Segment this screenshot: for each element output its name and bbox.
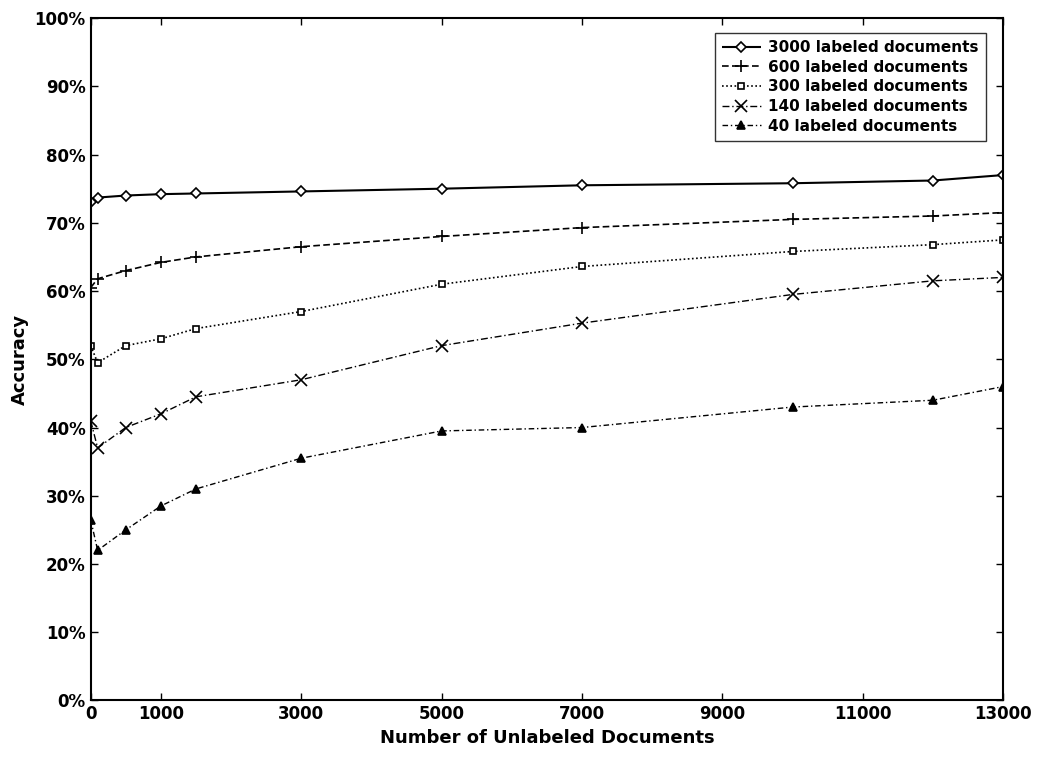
3000 labeled documents: [120, 191, 132, 200]
3000 labeled documents: [997, 171, 1010, 180]
Line: 40 labeled documents: 40 labeled documents: [87, 383, 1008, 555]
600 labeled documents: [786, 215, 799, 224]
3000 labeled documents: [435, 184, 447, 193]
140 labeled documents: [997, 273, 1010, 282]
300 labeled documents: [84, 341, 97, 350]
300 labeled documents: [190, 324, 202, 333]
600 labeled documents: [154, 258, 167, 267]
X-axis label: Number of Unlabeled Documents: Number of Unlabeled Documents: [380, 729, 714, 747]
40 labeled documents: [120, 525, 132, 534]
600 labeled documents: [576, 223, 588, 232]
3000 labeled documents: [926, 176, 939, 185]
40 labeled documents: [154, 502, 167, 511]
140 labeled documents: [295, 375, 308, 384]
3000 labeled documents: [154, 190, 167, 199]
3000 labeled documents: [786, 179, 799, 188]
3000 labeled documents: [295, 187, 308, 196]
300 labeled documents: [435, 280, 447, 289]
40 labeled documents: [926, 396, 939, 405]
600 labeled documents: [190, 252, 202, 262]
140 labeled documents: [154, 409, 167, 418]
140 labeled documents: [576, 318, 588, 327]
300 labeled documents: [576, 262, 588, 271]
600 labeled documents: [92, 274, 104, 283]
40 labeled documents: [84, 515, 97, 525]
40 labeled documents: [997, 382, 1010, 391]
3000 labeled documents: [190, 189, 202, 198]
600 labeled documents: [84, 283, 97, 292]
3000 labeled documents: [84, 197, 97, 206]
Line: 3000 labeled documents: 3000 labeled documents: [88, 171, 1006, 205]
Line: 140 labeled documents: 140 labeled documents: [86, 272, 1009, 453]
3000 labeled documents: [92, 193, 104, 202]
140 labeled documents: [84, 416, 97, 425]
40 labeled documents: [190, 484, 202, 493]
600 labeled documents: [435, 232, 447, 241]
Line: 600 labeled documents: 600 labeled documents: [84, 206, 1010, 294]
300 labeled documents: [295, 307, 308, 316]
140 labeled documents: [786, 290, 799, 299]
40 labeled documents: [576, 423, 588, 432]
300 labeled documents: [154, 334, 167, 343]
40 labeled documents: [435, 427, 447, 436]
40 labeled documents: [92, 546, 104, 555]
140 labeled documents: [926, 276, 939, 285]
140 labeled documents: [435, 341, 447, 350]
140 labeled documents: [120, 423, 132, 432]
300 labeled documents: [786, 247, 799, 256]
3000 labeled documents: [576, 180, 588, 190]
300 labeled documents: [92, 359, 104, 368]
300 labeled documents: [997, 235, 1010, 244]
40 labeled documents: [295, 454, 308, 463]
40 labeled documents: [786, 402, 799, 412]
Y-axis label: Accuracy: Accuracy: [11, 314, 29, 405]
300 labeled documents: [926, 240, 939, 249]
600 labeled documents: [120, 266, 132, 275]
Legend: 3000 labeled documents, 600 labeled documents, 300 labeled documents, 140 labele: 3000 labeled documents, 600 labeled docu…: [714, 33, 987, 141]
140 labeled documents: [190, 393, 202, 402]
140 labeled documents: [92, 443, 104, 453]
300 labeled documents: [120, 341, 132, 350]
Line: 300 labeled documents: 300 labeled documents: [88, 236, 1006, 366]
600 labeled documents: [926, 211, 939, 221]
600 labeled documents: [295, 242, 308, 251]
600 labeled documents: [997, 208, 1010, 217]
